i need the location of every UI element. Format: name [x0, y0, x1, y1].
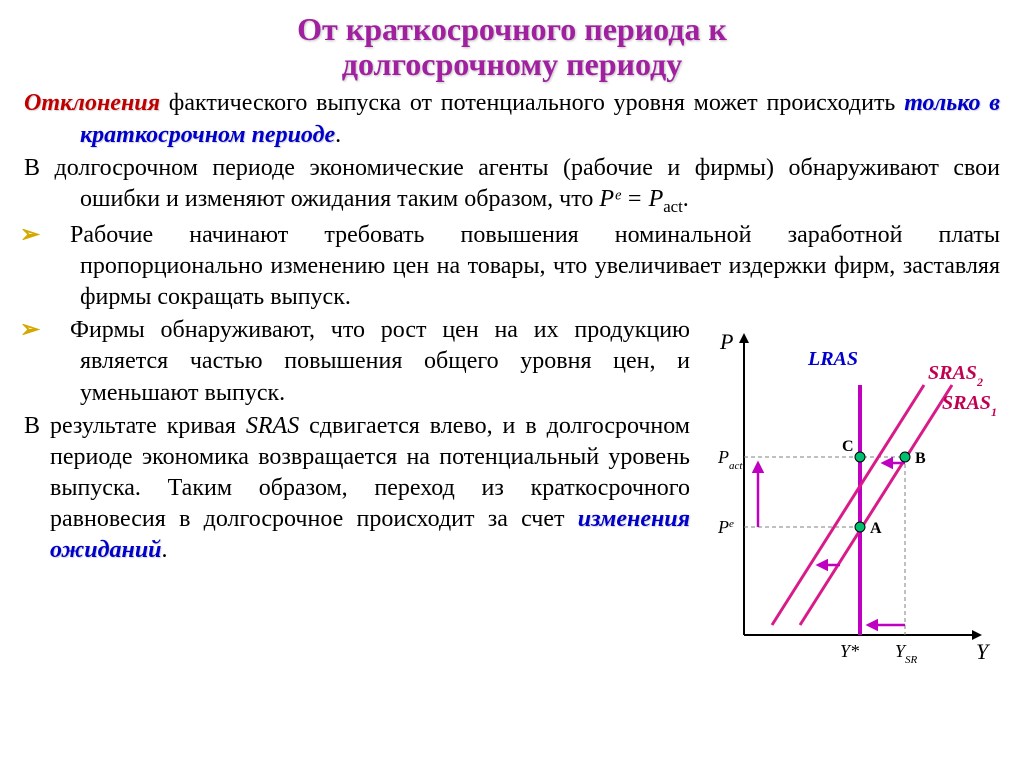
p2-text-1: В долгосрочном периоде экономические аге…	[24, 155, 1000, 212]
svg-text:B: B	[915, 450, 926, 467]
paragraph-2: В долгосрочном периоде экономические аге…	[24, 153, 1000, 218]
svg-text:Pe: Pe	[717, 517, 734, 537]
svg-text:SRAS2: SRAS2	[928, 362, 983, 389]
bullet-2-text: Фирмы обнаруживают, что рост цен на их п…	[70, 317, 690, 405]
p1-text-2: .	[335, 122, 341, 148]
paragraph-3: В результате кривая SRAS сдвигается влев…	[24, 411, 690, 567]
p3-text-1: В результате кривая	[24, 413, 246, 439]
svg-text:P: P	[719, 329, 733, 354]
svg-text:YSR: YSR	[895, 641, 918, 666]
p1-emphasis-1: Отклонения	[24, 90, 160, 116]
bullet-2: ➢Фирмы обнаруживают, что рост цен на их …	[24, 315, 690, 409]
bullet-1-text: Рабочие начинают требовать повышения ном…	[70, 222, 1000, 310]
p3-text-3: .	[162, 537, 168, 563]
svg-text:SRAS1: SRAS1	[942, 392, 997, 419]
svg-text:Y: Y	[976, 639, 991, 664]
svg-text:A: A	[870, 520, 882, 537]
title-line-2: долгосрочному периоду	[342, 46, 682, 82]
svg-text:Pact: Pact	[717, 447, 743, 472]
bullet-marker-2: ➢	[50, 315, 70, 346]
bullet-1: ➢Рабочие начинают требовать повышения но…	[24, 220, 1000, 314]
p2-text-2: .	[683, 186, 689, 212]
sras-lras-chart: P Y A B C LRAS SRAS2 SRAS1 Pact Pe Y* YSR	[700, 315, 1000, 675]
svg-text:Y*: Y*	[840, 641, 859, 661]
svg-text:LRAS: LRAS	[807, 348, 858, 370]
p2-sub: act	[663, 197, 683, 216]
paragraph-1: Отклонения фактического выпуска от потен…	[24, 88, 1000, 150]
p3-sras: SRAS	[246, 413, 299, 439]
p1-text-1: фактического выпуска от потенциального у…	[160, 90, 904, 116]
p2-equation: Pᵉ = P	[599, 186, 663, 212]
bullet-marker-1: ➢	[50, 220, 70, 251]
title-line-1: От краткосрочного периода к	[297, 11, 727, 47]
svg-text:C: C	[842, 438, 854, 455]
